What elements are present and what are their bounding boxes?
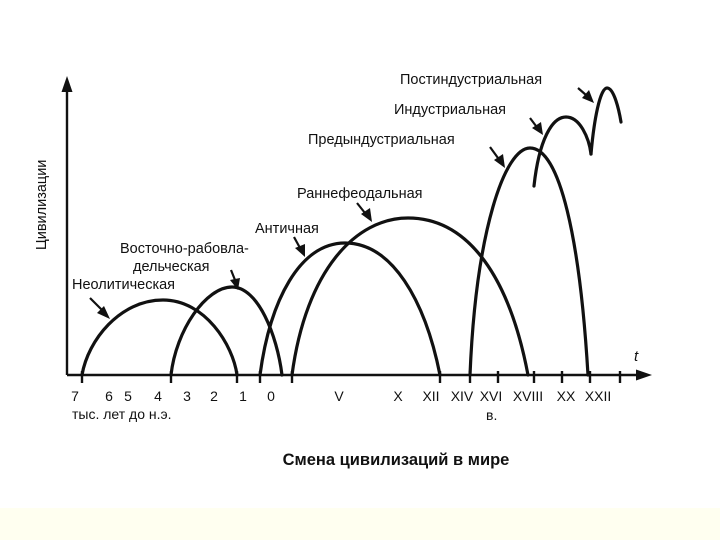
arrow-industrial xyxy=(529,117,537,127)
footer-band xyxy=(0,508,720,540)
tick-label: XX xyxy=(557,388,576,404)
label-industrial: Индустриальная xyxy=(394,102,506,118)
curve-neolithic xyxy=(80,298,239,377)
label-neolithic: Неолитическая xyxy=(72,277,175,293)
curve-early-feudal xyxy=(290,216,530,377)
arrow-neolithic xyxy=(89,297,104,312)
tick-label: 5 xyxy=(124,388,132,404)
tick-label: X xyxy=(393,388,403,404)
tick-marks xyxy=(80,371,622,383)
curve-eastern-slave xyxy=(169,285,284,377)
x-axis-arrow-icon xyxy=(636,369,652,381)
arrow-eastern-slave-head-icon xyxy=(230,278,240,290)
tick-label: 3 xyxy=(183,388,191,404)
axes xyxy=(61,76,652,381)
tick-label: XII xyxy=(422,388,439,404)
label-eastern-slave-line1: Восточно-рабовла- xyxy=(120,241,249,257)
label-eastern-slave-line2: дельческая xyxy=(133,259,210,275)
arrow-early-feudal-head-icon xyxy=(361,208,372,222)
label-antique: Античная xyxy=(255,221,319,237)
tick-label: XVI xyxy=(480,388,503,404)
curve-preindustrial xyxy=(468,146,590,377)
y-axis-arrow-icon xyxy=(61,76,73,92)
label-preindustrial: Предындустриальная xyxy=(308,132,455,148)
arrow-early-feudal xyxy=(356,202,366,214)
tick-label: 4 xyxy=(154,388,162,404)
tick-label: 6 xyxy=(105,388,113,404)
diagram-title: Смена цивилизаций в мире xyxy=(283,451,510,469)
arrow-preindustrial xyxy=(489,146,499,159)
arrow-antique xyxy=(293,236,301,249)
century-caption: в. xyxy=(486,407,497,423)
t-label: t xyxy=(634,348,639,365)
arrow-industrial-head-icon xyxy=(532,122,543,135)
tick-label: 1 xyxy=(239,388,247,404)
civilization-labels: Неолитическая Восточно-рабовла- дельческ… xyxy=(72,72,542,293)
label-postindustrial: Постиндустриальная xyxy=(400,72,542,88)
curves xyxy=(80,86,623,377)
arrow-eastern-slave xyxy=(229,269,237,281)
tick-labels: 7 6 5 4 3 2 1 0 V X XII XIV XVI XVIII XX XXII xyxy=(71,388,611,404)
tick-label: XVIII xyxy=(513,388,543,404)
arrow-preindustrial-head-icon xyxy=(494,154,505,168)
y-axis-label: Цивилизации xyxy=(34,160,50,250)
arrow-neolithic-head-icon xyxy=(97,306,110,319)
tick-label: 7 xyxy=(71,388,79,404)
tick-label: 2 xyxy=(210,388,218,404)
tick-label: XXII xyxy=(585,388,611,404)
tick-label: XIV xyxy=(451,388,474,404)
bc-caption: тыс. лет до н.э. xyxy=(72,406,172,422)
tick-label: 0 xyxy=(267,388,275,404)
arrow-postindustrial-head-icon xyxy=(582,90,594,103)
arrow-postindustrial xyxy=(577,87,587,96)
arrow-antique-head-icon xyxy=(295,244,305,257)
curve-antique xyxy=(258,241,442,377)
tick-label: V xyxy=(334,388,344,404)
label-arrows xyxy=(89,87,594,319)
curve-industrial xyxy=(532,115,593,188)
label-early-feudal: Раннефеодальная xyxy=(297,186,423,202)
curve-postindustrial xyxy=(589,86,623,156)
